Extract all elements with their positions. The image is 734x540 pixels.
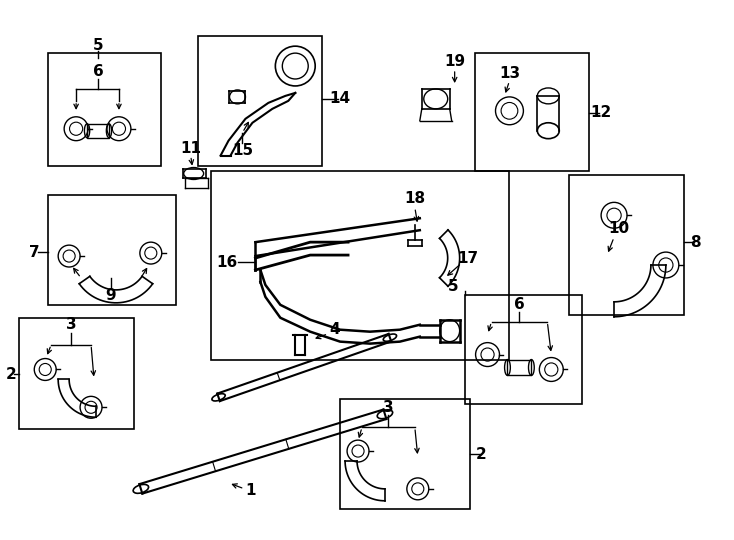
Text: 10: 10 bbox=[608, 221, 630, 236]
Text: 14: 14 bbox=[330, 91, 351, 106]
Text: 18: 18 bbox=[404, 191, 426, 206]
Bar bbox=[48, 53, 161, 166]
Bar bbox=[475, 53, 589, 171]
Text: 12: 12 bbox=[590, 105, 611, 120]
Text: 2: 2 bbox=[6, 367, 17, 382]
Text: 3: 3 bbox=[382, 400, 393, 415]
Bar bbox=[340, 400, 470, 509]
Text: 1: 1 bbox=[245, 483, 255, 498]
Text: 19: 19 bbox=[444, 53, 465, 69]
Bar bbox=[48, 195, 175, 305]
Text: 15: 15 bbox=[232, 143, 253, 158]
Text: 4: 4 bbox=[330, 322, 341, 337]
Text: 16: 16 bbox=[216, 254, 237, 269]
Text: 3: 3 bbox=[66, 317, 76, 332]
Text: 5: 5 bbox=[447, 279, 458, 294]
Bar bbox=[507, 360, 531, 375]
Text: 11: 11 bbox=[180, 141, 201, 156]
Text: 5: 5 bbox=[92, 38, 103, 53]
Text: 8: 8 bbox=[691, 235, 701, 249]
Bar bbox=[570, 176, 684, 315]
Text: 7: 7 bbox=[29, 245, 40, 260]
Text: 6: 6 bbox=[92, 64, 103, 78]
Bar bbox=[197, 36, 322, 166]
Bar bbox=[465, 295, 582, 404]
Text: 9: 9 bbox=[106, 288, 116, 303]
Text: 13: 13 bbox=[499, 65, 520, 80]
Bar bbox=[87, 124, 109, 138]
Text: 17: 17 bbox=[457, 251, 478, 266]
Text: 6: 6 bbox=[514, 298, 525, 312]
Bar bbox=[211, 171, 509, 360]
Bar bbox=[19, 318, 134, 429]
Text: 2: 2 bbox=[476, 447, 487, 462]
